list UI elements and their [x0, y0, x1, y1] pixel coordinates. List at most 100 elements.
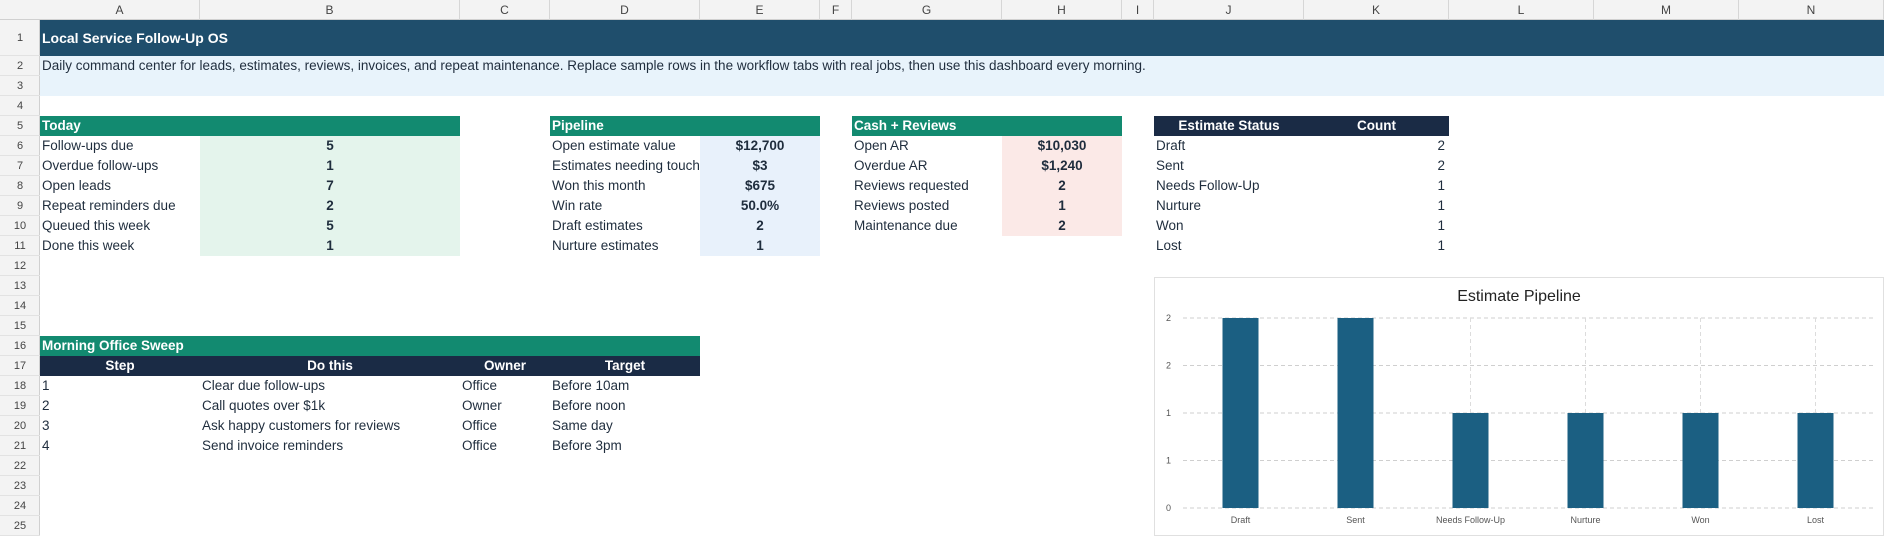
row-header-21[interactable]: 21 [0, 436, 40, 456]
estimate-status-label[interactable]: Needs Follow-Up [1156, 178, 1260, 193]
cash-reviews-label[interactable]: Overdue AR [854, 158, 928, 173]
sweep-owner[interactable]: Owner [462, 398, 502, 413]
column-header-g[interactable]: G [852, 0, 1002, 20]
pipeline-value[interactable]: $675 [700, 176, 820, 196]
chart-bar[interactable] [1337, 318, 1374, 508]
today-label[interactable]: Overdue follow-ups [42, 158, 159, 173]
row-header-12[interactable]: 12 [0, 256, 40, 276]
column-header-n[interactable]: N [1739, 0, 1884, 20]
cash-reviews-header[interactable]: Cash + Reviews [852, 116, 1122, 136]
column-header-i[interactable]: I [1122, 0, 1154, 20]
row-header-9[interactable]: 9 [0, 196, 40, 216]
pipeline-label[interactable]: Win rate [552, 198, 603, 213]
row-header-2[interactable]: 2 [0, 56, 40, 76]
row-header-17[interactable]: 17 [0, 356, 40, 376]
today-value[interactable]: 1 [200, 156, 460, 176]
estimate-status-count[interactable]: 1 [1437, 218, 1445, 233]
estimate-status-label[interactable]: Draft [1156, 138, 1186, 153]
row-header-13[interactable]: 13 [0, 276, 40, 296]
sweep-owner[interactable]: Office [462, 438, 498, 453]
estimate-status-count[interactable]: 1 [1437, 198, 1445, 213]
today-label[interactable]: Open leads [42, 178, 112, 193]
pipeline-label[interactable]: Won this month [552, 178, 646, 193]
row-header-20[interactable]: 20 [0, 416, 40, 436]
estimate-status-header[interactable]: Estimate Status [1154, 116, 1304, 136]
estimate-status-label[interactable]: Sent [1156, 158, 1184, 173]
estimate-count-header[interactable]: Count [1304, 116, 1449, 136]
column-header-a[interactable]: A [40, 0, 200, 20]
chart-bar[interactable] [1797, 413, 1834, 508]
today-label[interactable]: Repeat reminders due [42, 198, 176, 213]
row-header-22[interactable]: 22 [0, 456, 40, 476]
cash-reviews-label[interactable]: Maintenance due [854, 218, 958, 233]
cash-reviews-value[interactable]: 2 [1002, 216, 1122, 236]
estimate-pipeline-chart[interactable]: Estimate Pipeline 0 1 1 2 2 Draft Sent Needs Fol… [1154, 277, 1884, 536]
pipeline-header[interactable]: Pipeline [550, 116, 820, 136]
sweep-target[interactable]: Before 3pm [552, 438, 622, 453]
column-header-h[interactable]: H [1002, 0, 1122, 20]
pipeline-value[interactable]: $12,700 [700, 136, 820, 156]
today-label[interactable]: Queued this week [42, 218, 151, 233]
column-header-f[interactable]: F [820, 0, 852, 20]
chart-bar[interactable] [1567, 413, 1604, 508]
estimate-status-count[interactable]: 2 [1437, 138, 1445, 153]
column-header-l[interactable]: L [1449, 0, 1594, 20]
row-header-8[interactable]: 8 [0, 176, 40, 196]
row-header-15[interactable]: 15 [0, 316, 40, 336]
column-header-c[interactable]: C [460, 0, 550, 20]
sweep-owner[interactable]: Office [462, 378, 498, 393]
sweep-step[interactable]: 4 [42, 438, 50, 453]
column-header-b[interactable]: B [200, 0, 460, 20]
today-label[interactable]: Follow-ups due [42, 138, 134, 153]
chart-bar[interactable] [1452, 413, 1489, 508]
pipeline-value[interactable]: 2 [700, 216, 820, 236]
today-value[interactable]: 5 [200, 136, 460, 156]
sweep-col-target[interactable]: Target [550, 356, 700, 376]
row-header-16[interactable]: 16 [0, 336, 40, 356]
row-header-7[interactable]: 7 [0, 156, 40, 176]
estimate-status-label[interactable]: Lost [1156, 238, 1182, 253]
row-header-23[interactable]: 23 [0, 476, 40, 496]
column-header-k[interactable]: K [1304, 0, 1449, 20]
row-header-6[interactable]: 6 [0, 136, 40, 156]
pipeline-label[interactable]: Draft estimates [552, 218, 643, 233]
today-value[interactable]: 7 [200, 176, 460, 196]
sweep-do-this[interactable]: Ask happy customers for reviews [202, 418, 401, 433]
column-header-m[interactable]: M [1594, 0, 1739, 20]
row-header-5[interactable]: 5 [0, 116, 40, 136]
sweep-step[interactable]: 2 [42, 398, 50, 413]
sweep-target[interactable]: Before noon [552, 398, 626, 413]
sweep-col-do[interactable]: Do this [200, 356, 460, 376]
estimate-status-label[interactable]: Won [1156, 218, 1184, 233]
row-header-19[interactable]: 19 [0, 396, 40, 416]
sweep-owner[interactable]: Office [462, 418, 498, 433]
cash-reviews-value[interactable]: 2 [1002, 176, 1122, 196]
pipeline-label[interactable]: Estimates needing touch [552, 158, 700, 173]
row-header-14[interactable]: 14 [0, 296, 40, 316]
row-header-1[interactable]: 1 [0, 20, 40, 56]
cash-reviews-value[interactable]: $10,030 [1002, 136, 1122, 156]
cash-reviews-label[interactable]: Open AR [854, 138, 909, 153]
sheet-subtitle[interactable]: Daily command center for leads, estimate… [42, 58, 1146, 73]
sweep-target[interactable]: Same day [552, 418, 613, 433]
sweep-step[interactable]: 1 [42, 378, 50, 393]
row-header-3[interactable]: 3 [0, 76, 40, 96]
sweep-col-step[interactable]: Step [40, 356, 200, 376]
cash-reviews-label[interactable]: Reviews posted [854, 198, 950, 213]
cash-reviews-label[interactable]: Reviews requested [854, 178, 969, 193]
sweep-col-owner[interactable]: Owner [460, 356, 550, 376]
pipeline-value[interactable]: $3 [700, 156, 820, 176]
today-label[interactable]: Done this week [42, 238, 135, 253]
sweep-header[interactable]: Morning Office Sweep [40, 336, 700, 356]
sweep-do-this[interactable]: Send invoice reminders [202, 438, 344, 453]
column-header-e[interactable]: E [700, 0, 820, 20]
row-header-11[interactable]: 11 [0, 236, 40, 256]
estimate-status-count[interactable]: 1 [1437, 238, 1445, 253]
sweep-target[interactable]: Before 10am [552, 378, 630, 393]
pipeline-label[interactable]: Open estimate value [552, 138, 676, 153]
today-value[interactable]: 5 [200, 216, 460, 236]
sweep-do-this[interactable]: Call quotes over $1k [202, 398, 326, 413]
cash-reviews-value[interactable]: $1,240 [1002, 156, 1122, 176]
today-value[interactable]: 2 [200, 196, 460, 216]
sweep-step[interactable]: 3 [42, 418, 50, 433]
